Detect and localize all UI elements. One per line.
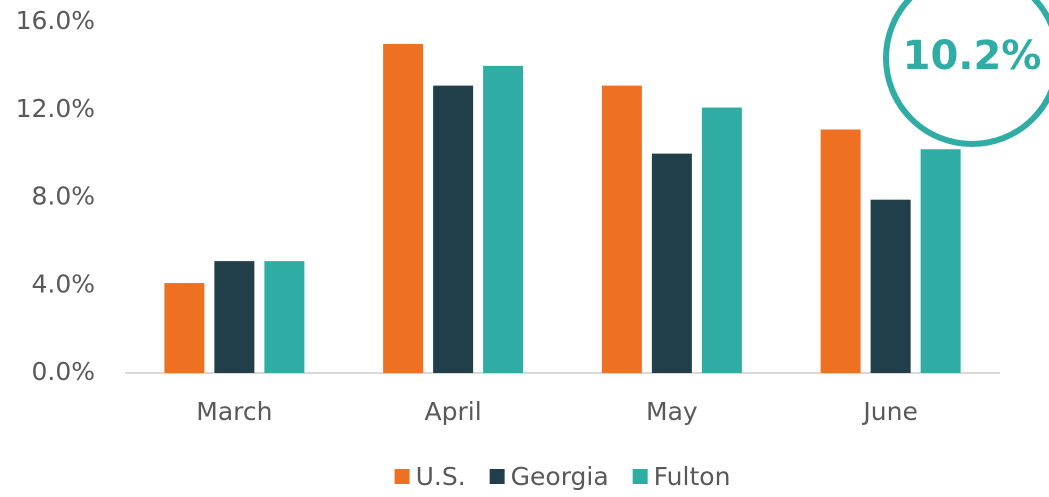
bar: [433, 85, 474, 374]
y-tick-label: 8.0%: [31, 182, 95, 211]
bar: [264, 261, 305, 373]
bar: [483, 65, 524, 373]
y-tick-label: 12.0%: [16, 94, 95, 123]
x-tick-label: June: [861, 397, 917, 426]
legend-swatch: [394, 469, 410, 484]
legend-swatch: [489, 469, 505, 484]
bar: [920, 149, 961, 373]
bar: [164, 283, 205, 373]
x-tick-label: May: [646, 397, 698, 426]
bar: [701, 107, 742, 374]
y-tick-label: 0.0%: [31, 357, 95, 386]
bar: [651, 153, 692, 373]
legend-label: Georgia: [511, 462, 609, 491]
bar: [214, 261, 255, 373]
annotation-circle: [883, 0, 1049, 147]
y-tick-label: 4.0%: [31, 269, 95, 298]
x-tick-label: March: [196, 397, 272, 426]
y-tick-label: 16.0%: [16, 6, 95, 35]
legend-label: U.S.: [416, 462, 466, 491]
bar: [820, 129, 861, 373]
legend-label: Fulton: [654, 462, 731, 491]
annotation: 10.2%: [903, 33, 1042, 79]
x-tick-label: April: [425, 397, 482, 426]
bar: [870, 199, 911, 373]
bar: [383, 43, 424, 373]
legend-swatch: [632, 469, 648, 484]
bar: [601, 85, 642, 374]
